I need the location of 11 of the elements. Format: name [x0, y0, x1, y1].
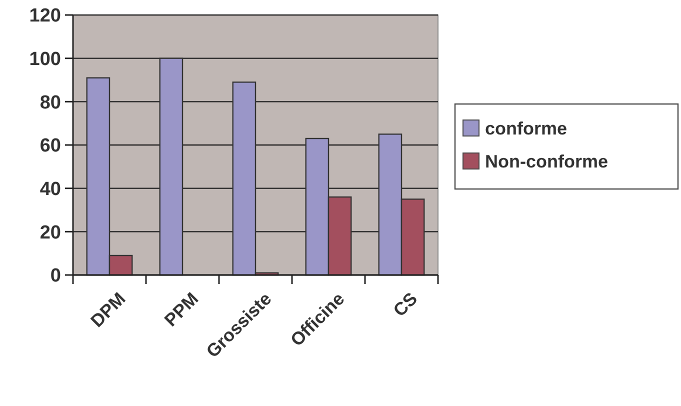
y-tick-label: 0 — [50, 266, 61, 287]
y-tick-label: 60 — [40, 136, 61, 157]
y-tick-label: 20 — [40, 222, 61, 244]
legend-label: conforme — [485, 118, 568, 138]
y-tick-label: 100 — [29, 48, 61, 70]
y-tick-label: 120 — [29, 6, 61, 27]
y-tick-label: 80 — [40, 92, 61, 114]
bar — [159, 58, 184, 276]
legend-label: Non-conforme — [485, 151, 608, 172]
x-tick-label: CS — [389, 288, 422, 320]
y-tick-label: 40 — [40, 178, 61, 200]
